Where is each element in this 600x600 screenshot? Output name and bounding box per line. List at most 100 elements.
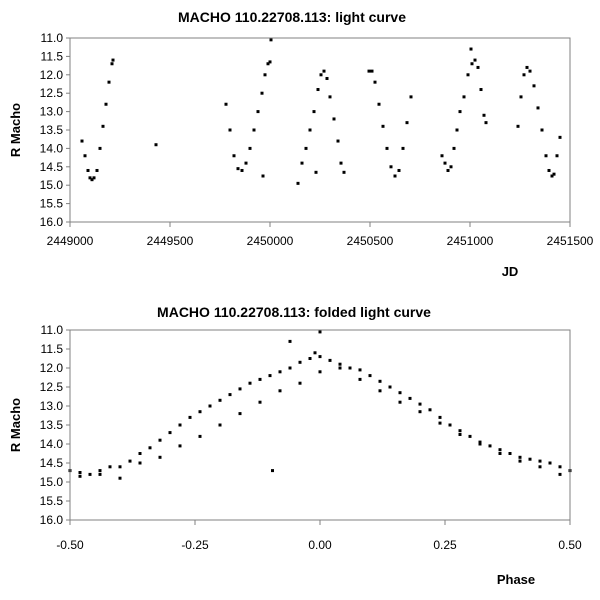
chart2-data-point	[78, 471, 82, 474]
chart2-data-point	[313, 351, 317, 355]
chart1-data-point	[304, 146, 308, 150]
chart2-plot-frame	[69, 329, 571, 521]
chart2-data-point	[258, 377, 262, 381]
chart2-data-point	[278, 389, 282, 393]
chart1-data-point	[462, 95, 466, 99]
chart1-data-point	[83, 154, 87, 158]
chart2-data-point	[538, 459, 542, 463]
chart2-data-point	[138, 452, 142, 455]
chart1-data-point	[373, 80, 377, 84]
chart1-xtick-label: 2450500	[347, 234, 394, 248]
chart2-data-point	[198, 434, 202, 438]
chart1-data-point	[98, 146, 102, 150]
chart2-ytick-label: 13.5	[40, 418, 64, 432]
chart2-data-point	[118, 465, 122, 469]
chart2-xtick-label: -0.25	[181, 538, 209, 552]
chart1-data-point	[314, 170, 318, 174]
chart1-data-point	[409, 95, 413, 99]
chart2-data-point	[158, 438, 162, 442]
chart2-data-point	[558, 472, 562, 476]
chart2-ytick-label: 15.0	[40, 475, 64, 489]
chart1-data-point	[473, 58, 477, 62]
chart2-data-point	[238, 387, 242, 391]
chart1-data-point	[232, 154, 236, 158]
chart1-data-point	[484, 121, 488, 125]
chart2-data-point	[498, 448, 502, 452]
chart1-data-point	[532, 84, 536, 88]
chart2-data-point	[118, 476, 122, 480]
chart1-data-point	[228, 128, 232, 132]
chart2-ytick-label: 12.5	[40, 380, 64, 394]
chart2-data-point	[478, 442, 482, 446]
chart1-xtick-label: 2451000	[447, 234, 494, 248]
chart2-data-point	[538, 465, 542, 469]
chart1-data-point	[110, 62, 114, 66]
chart1-data-point	[316, 88, 320, 92]
chart2-data-point	[158, 455, 162, 459]
chart1-data-point	[266, 62, 270, 66]
chart2-data-point	[271, 469, 274, 473]
chart2-data-point	[358, 377, 362, 381]
chart2-data-point	[308, 357, 312, 360]
chart2-data-point	[338, 366, 342, 370]
chart1-xtick-label: 2450000	[247, 234, 294, 248]
chart2-data-point	[188, 415, 192, 419]
chart1-ytick-label: 12.5	[40, 86, 64, 100]
chart2-data-point	[418, 410, 422, 414]
chart2-data-point	[378, 379, 382, 383]
chart1-data-point	[458, 110, 462, 114]
chart2-data-point	[548, 461, 552, 465]
chart1-data-point	[260, 91, 264, 95]
chart2-data-point	[178, 423, 182, 427]
chart1-ytick-label: 15.0	[40, 178, 64, 192]
chart1-data-point	[522, 73, 526, 77]
chart1-title: MACHO 110.22708.113: light curve	[178, 9, 406, 25]
chart1-data-point	[367, 69, 371, 73]
chart2-data-point	[88, 472, 92, 476]
chart2-xlabel: Phase	[497, 572, 535, 587]
chart1-ytick-label: 11.0	[41, 31, 64, 45]
chart2-data-point	[368, 374, 372, 378]
chart2-data-point	[528, 457, 532, 461]
chart2-data-point	[518, 459, 522, 463]
chart1-data-point	[256, 110, 260, 114]
chart2-title: MACHO 110.22708.113: folded light curve	[157, 304, 431, 320]
chart2-data-point	[178, 444, 182, 448]
chart2-data-point	[468, 434, 472, 438]
chart2-data-point	[238, 412, 242, 416]
chart2-data-point	[208, 404, 212, 408]
chart1-data-point	[269, 38, 273, 42]
chart1-xtick-label: 2449500	[147, 234, 194, 248]
chart1-data-point	[547, 168, 551, 172]
chart1-data-point	[80, 139, 84, 143]
chart1-ytick-label: 14.5	[40, 160, 64, 174]
chart1-data-point	[469, 47, 473, 51]
chart1-data-point	[263, 73, 267, 77]
chart2-data-point	[458, 433, 462, 436]
chart1-ytick-label: 13.5	[40, 123, 64, 137]
chart1-data-point	[470, 62, 474, 66]
chart1-data-point	[449, 165, 453, 169]
chart1-data-point	[95, 168, 99, 172]
chart1-ytick-label: 11.5	[41, 49, 64, 63]
chart2-xtick-label: 0.50	[558, 538, 582, 552]
chart1-data-point	[224, 102, 228, 106]
chart1-data-point	[552, 172, 556, 176]
chart1-data-point	[555, 154, 559, 158]
chart1-data-point	[525, 65, 529, 69]
chart1-data-point	[268, 60, 272, 64]
chart2-data-point	[268, 374, 272, 378]
chart2-ytick-label: 14.5	[40, 456, 64, 470]
chart1-xlabel: JD	[502, 264, 519, 279]
chart2-data-point	[388, 385, 392, 389]
chart1-data-point	[550, 174, 554, 178]
chart1-data-point	[479, 88, 483, 92]
chart2-data-point	[198, 410, 202, 414]
chart2-data-point	[248, 381, 252, 385]
chart2-data-point	[398, 400, 402, 404]
chart1-data-point	[397, 168, 401, 172]
chart1-xtick-label: 2451500	[547, 234, 594, 248]
chart2-ytick-label: 14.0	[40, 437, 64, 451]
chart2-data-point	[378, 389, 382, 393]
chart1-data-point	[377, 102, 381, 106]
